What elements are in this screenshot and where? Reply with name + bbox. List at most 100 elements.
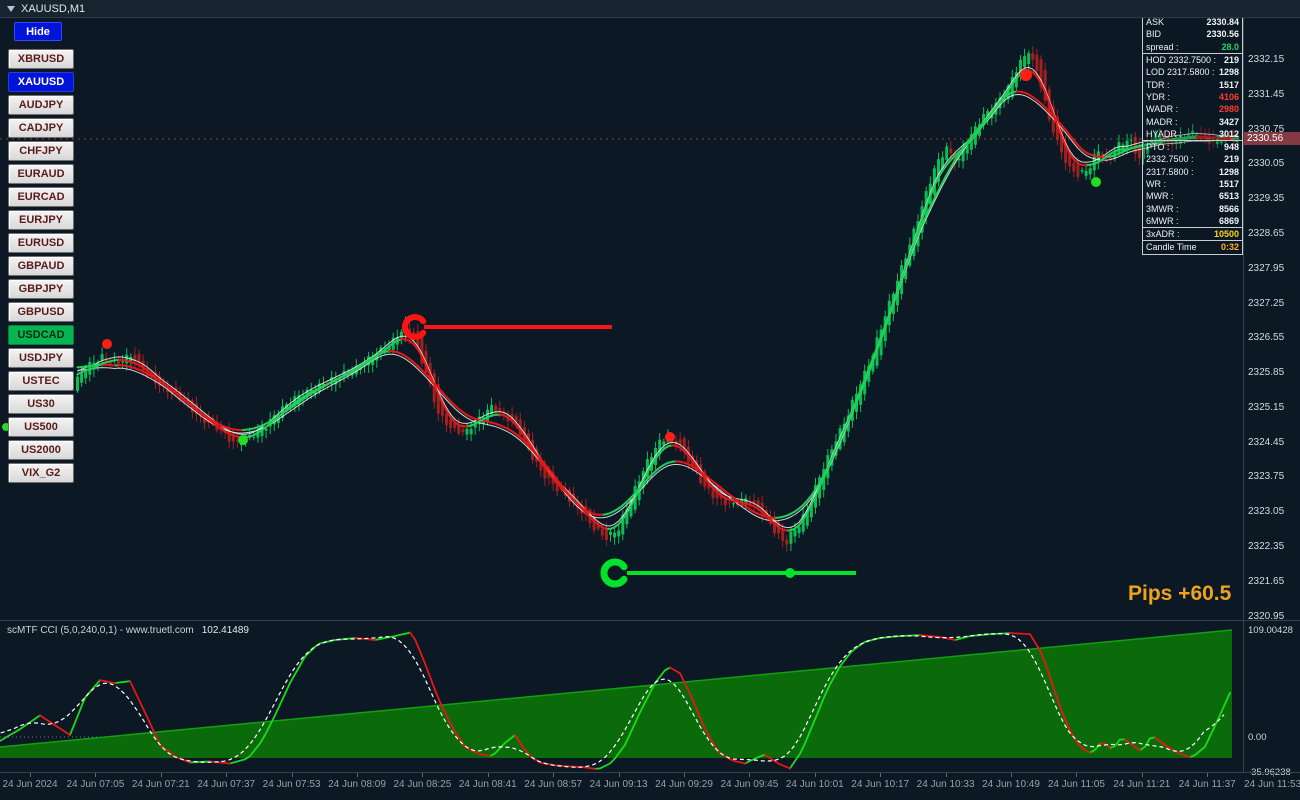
time-axis-label: 24 Jun 07:05: [66, 779, 125, 790]
trend-wedge: [0, 630, 1232, 758]
indicator-title: scMTF CCI (5,0,240,0,1) - www.truetl.com: [7, 625, 194, 636]
indicator-axis-label: 0.00: [1248, 732, 1267, 743]
time-axis-label: 24 Jun 11:37: [1178, 779, 1236, 790]
time-axis[interactable]: 24 Jun 2024 24 Jun 07:05 24 Jun 07:21 24 Ju…: [0, 773, 1300, 800]
time-tick: [226, 773, 228, 777]
symbol-button-us500[interactable]: US500: [8, 417, 74, 437]
time-axis-label: 24 Jun 10:33: [916, 779, 975, 790]
pips-label: Pips +60.5: [1128, 582, 1232, 605]
info-row: ASK 2330.84: [1146, 17, 1239, 28]
info-row: WR :1517: [1146, 179, 1239, 189]
info-row: 3xADR :10500: [1143, 227, 1242, 240]
info-row: 3MWR :8566: [1146, 203, 1239, 214]
info-row: BID 2330.56: [1146, 29, 1239, 40]
window-titlebar: XAUUSD,M1: [0, 0, 1300, 18]
symbol-button-ustec[interactable]: USTEC: [8, 371, 74, 391]
price-chart[interactable]: [0, 18, 1243, 620]
symbol-sidebar: Hide XBRUSD XAUUSD AUDJPY CADJPY CHFJPY EURAU…: [8, 22, 74, 486]
info-row: 2332.7500 :219: [1146, 154, 1239, 165]
indicator-header: scMTF CCI (5,0,240,0,1) - www.truetl.com…: [7, 625, 249, 636]
symbol-button-vix_g2[interactable]: VIX_G2: [8, 463, 74, 483]
symbol-button-cadjpy[interactable]: CADJPY: [8, 118, 74, 138]
signal-dot: [1091, 177, 1101, 187]
time-axis-label: 24 Jun 08:25: [393, 779, 452, 790]
symbol-button-xbrusd[interactable]: XBRUSD: [8, 49, 74, 69]
time-axis-label: 24 Jun 11:53: [1244, 779, 1300, 790]
cci-indicator[interactable]: [0, 622, 1243, 772]
signal-dot: [665, 432, 675, 442]
info-row: LOD 2317.5800 :1298: [1146, 67, 1239, 78]
price-axis-label: 2323.75: [1248, 471, 1285, 483]
symbol-button-usdcad[interactable]: USDCAD: [8, 325, 74, 345]
symbol-button-eurcad[interactable]: EURCAD: [8, 187, 74, 207]
window-title: XAUUSD,M1: [21, 2, 86, 15]
hide-button[interactable]: Hide: [14, 22, 62, 41]
time-axis-label: 24 Jun 09:29: [655, 779, 713, 790]
symbol-button-gbpjpy[interactable]: GBPJPY: [8, 279, 74, 299]
time-axis-label: 24 Jun 08:09: [328, 779, 386, 790]
axis-separator: [0, 772, 1300, 773]
price-axis-label: 2325.15: [1248, 401, 1285, 413]
info-row: 6MWR :6869: [1146, 215, 1239, 226]
trade-c-marker[interactable]: [600, 558, 628, 588]
trade-c-marker[interactable]: [402, 314, 427, 340]
info-row: Candle Time 0:32: [1143, 240, 1242, 253]
symbol-button-xauusd[interactable]: XAUUSD: [8, 72, 74, 92]
time-tick: [749, 773, 751, 777]
time-tick: [30, 773, 31, 777]
price-axis-label: 2329.35: [1248, 193, 1285, 205]
symbol-button-eurjpy[interactable]: EURJPY: [8, 210, 74, 230]
indicator-axis-label: 109.00428: [1248, 625, 1293, 637]
time-tick: [422, 773, 424, 777]
chart-icon: [7, 5, 15, 12]
cci-signal-line: [0, 633, 1225, 768]
price-axis-label: 2322.35: [1248, 541, 1285, 553]
info-row: HOD 2332.7500 :219: [1143, 52, 1242, 66]
time-tick: [1011, 773, 1012, 777]
time-tick: [945, 773, 947, 777]
symbol-button-euraud[interactable]: EURAUD: [8, 164, 74, 184]
time-tick: [814, 773, 816, 777]
time-tick: [95, 773, 97, 777]
price-axis-label: 2325.85: [1248, 367, 1285, 379]
price-axis-separator: [1243, 18, 1244, 772]
symbol-button-eurusd[interactable]: EURUSD: [8, 233, 74, 253]
time-tick: [160, 773, 162, 777]
time-axis-label: 24 Jun 10:49: [982, 779, 1040, 790]
price-axis-label: 2320.95: [1248, 610, 1285, 622]
price-axis-label: 2324.45: [1248, 436, 1285, 448]
bear-candles: [104, 53, 1236, 545]
time-tick: [1207, 773, 1209, 777]
price-axis-label: 2330.75: [1248, 123, 1285, 135]
time-axis-label: 24 Jun 07:37: [197, 779, 256, 790]
symbol-button-us30[interactable]: US30: [8, 394, 74, 414]
symbol-button-us2000[interactable]: US2000: [8, 440, 74, 460]
symbol-button-usdjpy[interactable]: USDJPY: [8, 348, 74, 368]
time-axis-label: 24 Jun 10:17: [851, 779, 910, 790]
signal-dot: [238, 435, 248, 445]
time-tick: [880, 773, 882, 777]
indicator-value: 102.41489: [201, 625, 249, 636]
info-row: MWR :6513: [1146, 191, 1239, 202]
price-axis-label: 2323.05: [1248, 506, 1285, 518]
time-axis-label: 24 Jun 07:53: [262, 779, 321, 790]
info-row: YDR :4106: [1146, 91, 1239, 102]
panel-separator[interactable]: [0, 620, 1300, 621]
price-axis-label: 2331.45: [1248, 88, 1285, 100]
price-axis-label: 2332.15: [1248, 54, 1285, 65]
price-axis[interactable]: 2332.15 2331.45 2330.75 2330.05 2329.35 2328.…: [1246, 0, 1300, 772]
time-axis-label: 24 Jun 2024: [2, 779, 58, 790]
price-axis-label: 2327.25: [1248, 297, 1285, 309]
info-row: MADR :3427: [1146, 116, 1239, 127]
price-axis-label: 2321.65: [1248, 575, 1285, 587]
info-row: 2317.5800 :1298: [1146, 166, 1239, 177]
price-axis-label: 2327.95: [1248, 262, 1285, 274]
time-axis-label: 24 Jun 10:01: [785, 779, 844, 790]
symbol-button-gbpusd[interactable]: GBPUSD: [8, 302, 74, 322]
symbol-button-chfjpy[interactable]: CHFJPY: [8, 141, 74, 161]
time-axis-label: 24 Jun 08:57: [524, 779, 583, 790]
time-axis-label: 24 Jun 09:45: [720, 779, 779, 790]
symbol-button-gbpaud[interactable]: GBPAUD: [8, 256, 74, 276]
info-row: HYADR :3012: [1146, 128, 1239, 139]
symbol-button-audjpy[interactable]: AUDJPY: [8, 95, 74, 115]
